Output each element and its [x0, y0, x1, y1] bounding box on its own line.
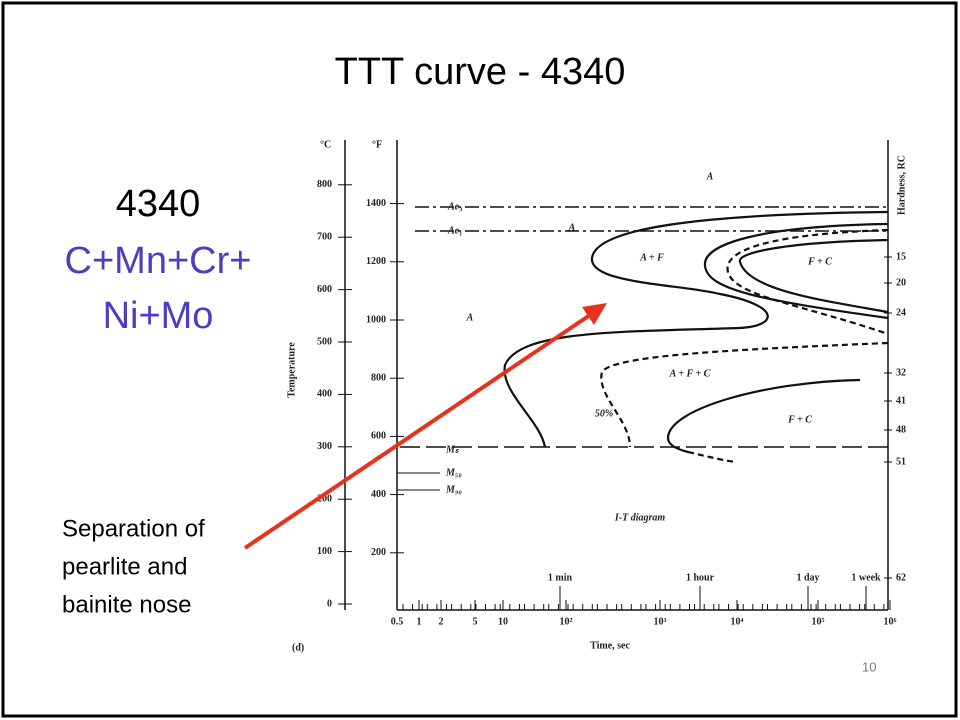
time-tick-label: 10³	[654, 616, 667, 627]
celsius-tick-label: 200	[317, 493, 332, 504]
celsius-tick-label: 0	[327, 598, 332, 609]
time-tick-label: 10⁵	[812, 616, 825, 627]
annotation-arrow	[243, 313, 592, 550]
slide-title: TTT curve - 4340	[335, 51, 626, 93]
celsius-tick-label: 400	[317, 389, 332, 400]
region-label: F + C	[807, 256, 832, 267]
region-label: A	[466, 312, 474, 323]
fahrenheit-tick-label: 1400	[366, 198, 386, 209]
celsius-tick-label: 300	[317, 441, 332, 452]
unit-label: °F	[372, 139, 382, 150]
fahrenheit-tick-label: 1200	[366, 256, 386, 267]
steel-grade: 4340	[116, 183, 201, 225]
caption: I-T diagram	[614, 512, 666, 523]
y2-axis-title: Hardness, RC	[896, 155, 907, 215]
hardness-tick-label: 62	[896, 572, 906, 583]
time-tick-label: 2	[439, 616, 444, 627]
celsius-tick-label: 500	[317, 336, 332, 347]
start-curve	[503, 210, 889, 448]
fahrenheit-tick-label: 200	[371, 547, 386, 558]
page-number: 10	[862, 659, 876, 674]
line-label: Mₛ	[445, 444, 460, 455]
arrow-head	[582, 303, 607, 325]
region-label: A + F	[639, 252, 664, 263]
line-label: Ae₁	[447, 225, 463, 236]
fahrenheit-tick-label: 1000	[366, 314, 386, 325]
hardness-tick-label: 48	[896, 424, 906, 435]
bainite-finish-curve	[666, 378, 861, 454]
x-axis-title: Time, sec	[590, 640, 630, 651]
unit-label: °C	[320, 139, 331, 150]
time-tick-label: 10²	[560, 616, 573, 627]
celsius-tick-label: 100	[317, 546, 332, 557]
line-label: M₉₀	[445, 484, 462, 495]
annotation: pearlite and	[62, 553, 187, 580]
time-marker: 1 week	[851, 572, 881, 583]
region-label: A + F + C	[669, 368, 711, 379]
time-tick-label: 1	[417, 616, 422, 627]
region-label: A	[568, 222, 576, 233]
panel-label: (d)	[292, 642, 304, 653]
time-tick-label: 10⁶	[884, 616, 897, 627]
dashed-curve	[726, 228, 889, 336]
annotation: Separation of	[62, 515, 205, 542]
hardness-tick-label: 32	[896, 367, 906, 378]
annotation: bainite nose	[62, 591, 191, 618]
ttt-diagram: °C °F Temperature Hardness, RC Time, sec…	[286, 139, 907, 653]
time-tick-label: 0.5	[391, 616, 404, 627]
hardness-tick-label: 20	[896, 277, 906, 288]
bainite-finish-dashed	[687, 450, 737, 464]
region-label: A	[706, 171, 714, 182]
hardness-tick-label: 51	[896, 456, 906, 467]
celsius-tick-label: 800	[317, 179, 332, 190]
finish-curve	[703, 222, 889, 320]
region-label: 50%	[595, 408, 613, 419]
time-marker: 1 day	[796, 572, 819, 583]
fahrenheit-tick-label: 600	[371, 431, 386, 442]
time-marker: 1 min	[548, 572, 573, 583]
time-tick-label: 10⁴	[731, 616, 744, 627]
fc-curve	[738, 238, 889, 314]
alloy-elements: C+Mn+Cr+	[65, 240, 252, 282]
celsius-tick-label: 700	[317, 231, 332, 242]
line-label: Ae₃	[447, 201, 463, 212]
region-label: F + C	[787, 414, 812, 425]
time-marker: 1 hour	[686, 572, 715, 583]
fahrenheit-tick-label: 400	[371, 489, 386, 500]
hardness-tick-label: 41	[896, 395, 906, 406]
hardness-tick-label: 15	[896, 251, 906, 262]
y-axis-title: Temperature	[286, 342, 297, 398]
celsius-tick-label: 600	[317, 284, 332, 295]
line-label: M₅₀	[445, 467, 462, 478]
bainite-start-curve	[600, 341, 889, 448]
time-tick-label: 10	[498, 616, 508, 627]
time-tick-label: 5	[473, 616, 478, 627]
fahrenheit-tick-label: 800	[371, 372, 386, 383]
alloy-elements: Ni+Mo	[103, 295, 214, 337]
hardness-tick-label: 24	[896, 307, 906, 318]
